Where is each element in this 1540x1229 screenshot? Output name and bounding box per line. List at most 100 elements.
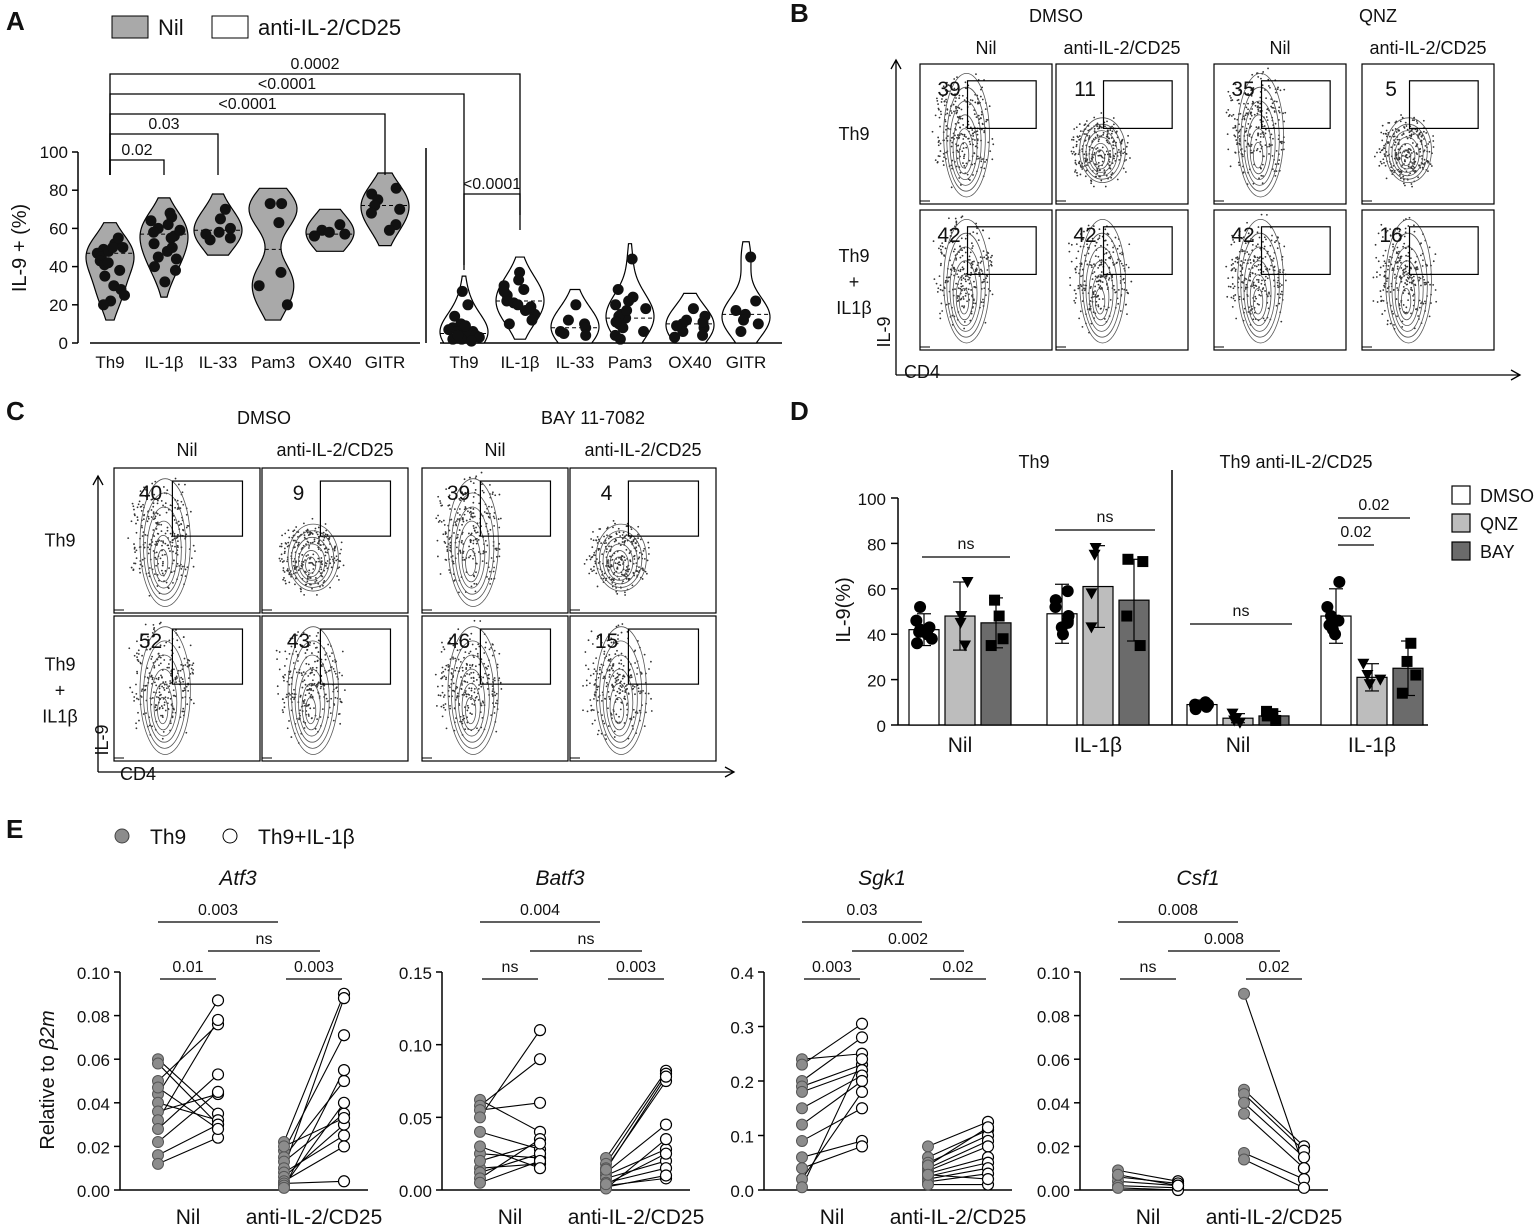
event-dot: [449, 707, 452, 710]
event-dot: [1127, 292, 1129, 294]
event-dot: [1276, 236, 1279, 239]
event-dot: [625, 575, 627, 578]
event-dot: [953, 267, 956, 269]
event-dot: [1086, 164, 1088, 167]
event-dot: [467, 693, 469, 696]
event-dot: [1075, 140, 1078, 143]
event-dot: [959, 171, 962, 174]
th9-point: [796, 1058, 808, 1071]
event-dot: [135, 522, 137, 525]
data-point: [997, 633, 1009, 645]
event-dot: [469, 712, 472, 715]
event-dot: [474, 696, 477, 699]
event-dot: [329, 586, 331, 589]
column-header: Nil: [485, 440, 506, 460]
event-dot: [294, 568, 296, 571]
event-dot: [1434, 253, 1437, 256]
event-dot: [1228, 114, 1231, 116]
event-dot: [1278, 296, 1281, 299]
contour-line: [461, 682, 481, 731]
event-dot: [1386, 290, 1389, 293]
data-point: [730, 305, 742, 317]
event-dot: [1233, 285, 1236, 288]
event-dot: [642, 549, 645, 552]
event-dot: [1271, 234, 1273, 237]
th9-point: [796, 1151, 808, 1164]
event-dot: [1422, 119, 1425, 122]
event-dot: [158, 539, 160, 542]
event-dot: [139, 563, 142, 566]
th9-il1b-point: [337, 1140, 351, 1153]
flow-plot-frame: [1361, 209, 1495, 351]
event-dot: [597, 676, 600, 679]
y-arrow-head: [890, 58, 902, 70]
event-dot: [466, 709, 469, 712]
event-dot: [1273, 100, 1276, 103]
event-dot: [282, 698, 284, 701]
gate-percentage: 15: [595, 630, 618, 653]
event-dot: [180, 523, 183, 526]
event-dot: [989, 290, 992, 292]
event-dot: [340, 548, 342, 551]
contour-line: [1249, 128, 1268, 175]
event-dot: [1118, 159, 1121, 161]
event-dot: [971, 263, 974, 266]
event-dot: [176, 639, 179, 642]
contour-line: [613, 697, 625, 725]
th9-point: [152, 1122, 164, 1135]
event-dot: [145, 488, 147, 491]
event-dot: [949, 114, 951, 117]
event-dot: [311, 541, 314, 544]
gate-box: [319, 480, 392, 537]
th9-point: [152, 1157, 164, 1170]
event-dot: [1109, 155, 1112, 158]
event-dot: [978, 272, 980, 274]
event-dot: [617, 527, 620, 530]
event-dot: [284, 542, 287, 544]
gate-box: [171, 480, 244, 537]
event-dot: [610, 641, 613, 644]
event-dot: [462, 493, 465, 496]
event-dot: [1084, 157, 1086, 160]
event-dot: [1376, 271, 1378, 274]
event-dot: [448, 504, 451, 507]
event-dot: [976, 139, 979, 142]
pair-line: [479, 1102, 541, 1111]
event-dot: [627, 577, 630, 580]
event-dot: [454, 521, 457, 524]
event-dot: [595, 539, 597, 542]
event-dot: [1272, 260, 1274, 262]
event-dot: [1073, 299, 1076, 302]
event-dot: [628, 668, 631, 671]
event-dot: [630, 540, 633, 543]
event-dot: [1093, 127, 1096, 130]
th9-il1b-point: [211, 1122, 225, 1136]
gene-title: Batf3: [535, 867, 584, 890]
event-dot: [645, 711, 647, 714]
category-label: anti-IL-2/CD25: [890, 1206, 1027, 1229]
event-dot: [628, 675, 631, 678]
event-dot: [948, 90, 950, 93]
event-dot: [947, 276, 950, 279]
contour-line: [1240, 232, 1280, 338]
pair-line: [801, 1023, 863, 1066]
event-dot: [643, 725, 646, 728]
contour-line: [958, 141, 970, 169]
event-dot: [471, 703, 474, 705]
contour-line: [146, 654, 182, 743]
event-dot: [181, 565, 184, 568]
event-dot: [1084, 160, 1087, 163]
data-point: [612, 284, 624, 296]
event-dot: [468, 652, 470, 655]
event-dot: [947, 135, 949, 138]
event-dot: [1423, 158, 1426, 161]
event-dot: [1412, 299, 1415, 302]
event-dot: [1097, 140, 1100, 143]
event-dot: [622, 580, 624, 583]
row-label: Th9: [838, 246, 869, 266]
event-dot: [973, 139, 976, 141]
event-dot: [341, 674, 343, 677]
event-dot: [1097, 267, 1100, 269]
event-dot: [148, 594, 151, 597]
